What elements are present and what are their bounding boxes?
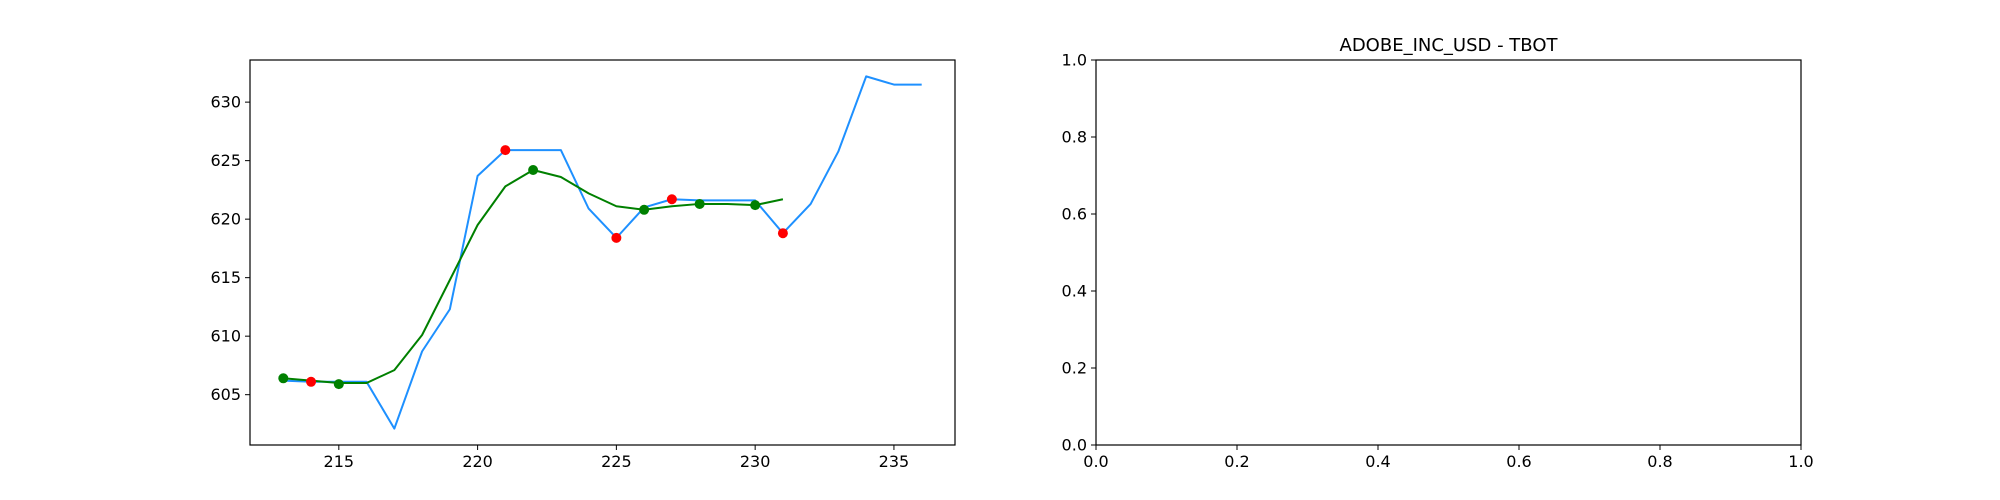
chart-right-y-tick-label: 1.0 — [1062, 51, 1087, 70]
chart-left-y-tick-label: 625 — [210, 151, 241, 170]
chart-left-series-3-point — [333, 379, 344, 390]
chart-left-x-tick-label: 230 — [740, 452, 771, 471]
chart-left-series-2-point — [500, 145, 511, 156]
chart-left-series-3-point — [639, 204, 650, 215]
chart-left-x-tick-label: 215 — [324, 452, 355, 471]
chart-left-series-2-point — [777, 228, 788, 239]
chart-right-y-tick-label: 0.8 — [1062, 128, 1087, 147]
chart-right-axes-frame — [1095, 59, 1802, 446]
chart-left-axes-frame — [249, 59, 956, 446]
chart-left-series-line-1 — [283, 169, 784, 384]
chart-right-y-tick-label: 0.2 — [1062, 359, 1087, 378]
chart-right-y-tick-label: 0.0 — [1062, 436, 1087, 455]
chart-left-series-2-point — [611, 232, 622, 243]
chart-right-x-tick-label: 0.2 — [1224, 452, 1249, 471]
chart-left-y-tick-label: 620 — [210, 210, 241, 229]
chart-right-x-tick-label: 1.0 — [1788, 452, 1813, 471]
chart-left-y-tick-label: 615 — [210, 268, 241, 287]
chart-right-x-tick-label: 0.6 — [1506, 452, 1531, 471]
chart-right-x-tick-label: 0.0 — [1083, 452, 1108, 471]
chart-right-y-tick-label: 0.4 — [1062, 282, 1087, 301]
chart-left-series-2-point — [666, 194, 677, 205]
chart-left-x-tick-label: 235 — [879, 452, 910, 471]
chart-left-series-line-0 — [283, 75, 922, 430]
chart-left-series-3-point — [528, 165, 539, 175]
chart-left-x-tick-label: 220 — [462, 452, 493, 471]
chart-right-title: ADOBE_INC_USD - TBOT — [1340, 35, 1559, 56]
right-chart: 0.0 0.2 0.4 0.6 0.8 1.0 0.0 0.2 0.4 0.6 0.8 1.0 ADOB… — [1062, 35, 1814, 471]
chart-right-x-tick-label: 0.4 — [1365, 452, 1390, 471]
chart-right-y-tick-label: 0.6 — [1062, 205, 1087, 224]
chart-left-y-tick-label: 630 — [210, 93, 241, 112]
left-chart: 215 220 225 230 235 605 610 615 620 625 630 — [210, 59, 956, 471]
chart-left-x-tick-label: 225 — [601, 452, 632, 471]
chart-left-y-tick-label: 610 — [210, 327, 241, 346]
chart-left-series-2-point — [306, 376, 317, 387]
chart-left-series-3-point — [694, 198, 705, 209]
chart-left-series-3-point — [750, 200, 761, 211]
chart-left-series-3-point — [278, 373, 289, 384]
chart-right-x-tick-label: 0.8 — [1647, 452, 1672, 471]
chart-left-y-tick-label: 605 — [210, 385, 241, 404]
